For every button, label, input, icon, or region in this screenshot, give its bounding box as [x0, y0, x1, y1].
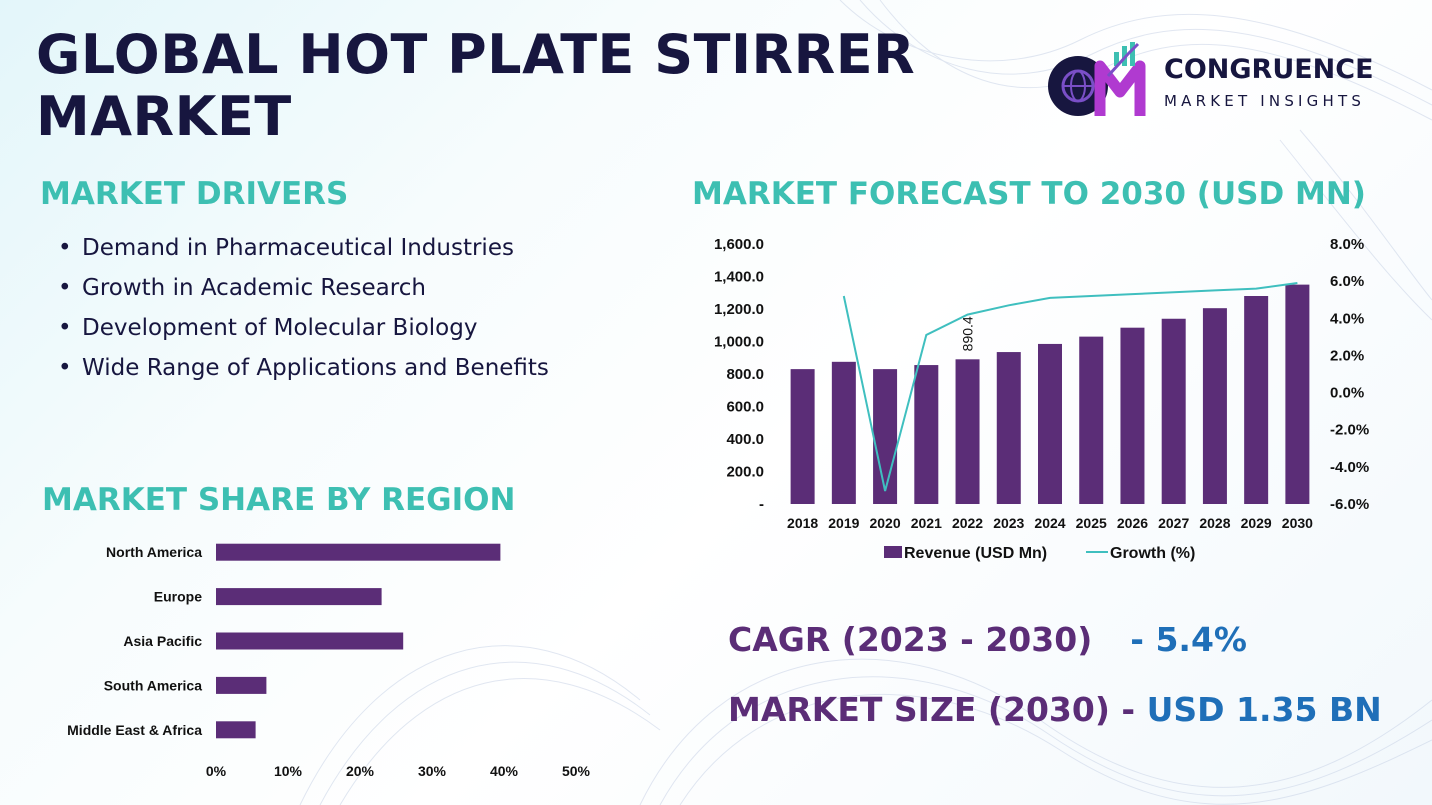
x-tick-label: 30%: [418, 763, 447, 779]
x-tick-label: 2018: [787, 515, 818, 531]
y-left-tick-label: 1,000.0: [714, 334, 764, 351]
chart-legend: Revenue (USD Mn) Growth (%): [884, 545, 1195, 562]
market-size-label: MARKET SIZE (2030) -: [728, 690, 1136, 729]
x-tick-label: 2023: [993, 515, 1024, 531]
y-right-tick-label: 2.0%: [1330, 347, 1364, 364]
revenue-bar: [873, 369, 898, 504]
x-tick-label: 2029: [1241, 515, 1272, 531]
driver-item: Growth in Academic Research: [58, 268, 549, 308]
driver-item: Demand in Pharmaceutical Industries: [58, 228, 549, 268]
x-tick-label: 2025: [1076, 515, 1107, 531]
region-bar: [216, 543, 501, 561]
revenue-bar: [1120, 327, 1145, 504]
y-left-tick-label: 800.0: [726, 366, 764, 383]
x-tick-label: 2019: [828, 515, 859, 531]
market-size-value: USD 1.35 BN: [1146, 690, 1382, 729]
revenue-bar: [831, 361, 856, 504]
x-tick-label: 20%: [346, 763, 375, 779]
revenue-bar: [1161, 318, 1186, 504]
revenue-bar: [1202, 308, 1227, 504]
growth-line: [842, 282, 1298, 492]
y-left-tick-label: 1,600.0: [714, 236, 764, 253]
y-left-tick-label: 400.0: [726, 431, 764, 448]
y-left-tick-label: 1,200.0: [714, 301, 764, 318]
y-right-tick-label: -6.0%: [1330, 496, 1369, 513]
cagr-label: CAGR (2023 - 2030): [728, 620, 1093, 659]
y-left-tick-label: 200.0: [726, 464, 764, 481]
revenue-bar: [914, 365, 939, 504]
region-heading: MARKET SHARE BY REGION: [42, 482, 516, 518]
y-right-tick-label: 4.0%: [1330, 310, 1364, 327]
driver-item: Wide Range of Applications and Benefits: [58, 348, 549, 388]
y-right-tick-label: -4.0%: [1330, 459, 1369, 476]
y-right-tick-label: 6.0%: [1330, 273, 1364, 290]
x-tick-label: 2021: [911, 515, 942, 531]
y-left-tick-label: -: [759, 496, 764, 513]
data-label: 890.4: [960, 316, 976, 351]
logo-icon: [1048, 42, 1146, 116]
cagr-value: - 5.4%: [1130, 620, 1247, 659]
region-label: Europe: [154, 589, 202, 605]
region-bar: [216, 721, 256, 739]
x-tick-label: 0%: [206, 763, 227, 779]
y-left-tick-label: 600.0: [726, 399, 764, 416]
drivers-list: Demand in Pharmaceutical Industries Grow…: [58, 228, 549, 388]
company-logo: CONGRUENCE MARKET INSIGHTS: [1044, 40, 1404, 120]
region-bar: [216, 676, 267, 694]
region-label: Asia Pacific: [123, 633, 202, 649]
revenue-bar: [1038, 343, 1062, 504]
page-title: GLOBAL HOT PLATE STIRRER MARKET: [36, 23, 916, 148]
legend-label-revenue: Revenue (USD Mn): [904, 545, 1047, 562]
region-label: South America: [104, 677, 202, 693]
revenue-bar: [1285, 284, 1310, 504]
cagr-stat: CAGR (2023 - 2030) - 5.4%: [728, 620, 1247, 659]
driver-item: Development of Molecular Biology: [58, 308, 549, 348]
legend-swatch-revenue: [884, 546, 902, 558]
market-size-stat: MARKET SIZE (2030) - USD 1.35 BN: [728, 690, 1382, 729]
revenue-bar: [996, 352, 1021, 504]
x-tick-label: 2028: [1199, 515, 1230, 531]
x-tick-label: 2024: [1034, 515, 1065, 531]
x-tick-label: 2022: [952, 515, 983, 531]
revenue-bar: [955, 359, 980, 504]
legend-label-growth: Growth (%): [1110, 545, 1195, 562]
region-bar: [216, 588, 382, 606]
revenue-bar: [1244, 296, 1269, 504]
x-tick-label: 2026: [1117, 515, 1148, 531]
logo-name: CONGRUENCE: [1164, 54, 1374, 85]
y-right-tick-label: -2.0%: [1330, 422, 1369, 439]
y-right-tick-label: 0.0%: [1330, 385, 1364, 402]
y-left-tick-label: 1,400.0: [714, 269, 764, 286]
x-tick-label: 2020: [869, 515, 900, 531]
forecast-heading: MARKET FORECAST TO 2030 (USD MN): [692, 176, 1366, 212]
x-tick-label: 2030: [1282, 515, 1313, 531]
y-right-tick-label: 8.0%: [1330, 236, 1364, 253]
region-label: Middle East & Africa: [67, 722, 202, 738]
region-bar: [216, 632, 404, 650]
revenue-bar: [1079, 336, 1104, 504]
logo-subtitle: MARKET INSIGHTS: [1164, 92, 1366, 110]
region-label: North America: [106, 544, 202, 560]
x-tick-label: 2027: [1158, 515, 1189, 531]
x-tick-label: 10%: [274, 763, 303, 779]
revenue-bar: [790, 369, 815, 504]
x-tick-label: 50%: [562, 763, 591, 779]
x-tick-label: 40%: [490, 763, 519, 779]
forecast-chart: - 200.0 400.0 600.0 800.0 1,000.0 1,200.0 1,400…: [714, 236, 1369, 562]
region-chart: North America Europe Asia Pacific South Ame…: [67, 543, 591, 779]
drivers-heading: MARKET DRIVERS: [40, 176, 349, 212]
